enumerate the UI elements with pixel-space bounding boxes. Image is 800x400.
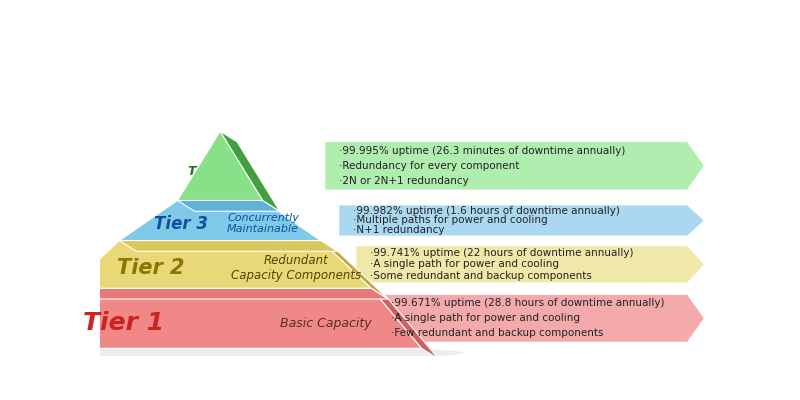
Text: ·99.741% uptime (22 hours of downtime annually): ·99.741% uptime (22 hours of downtime an… (370, 248, 634, 258)
Polygon shape (119, 240, 338, 251)
Polygon shape (69, 240, 371, 288)
Text: ·Few redundant and backup components: ·Few redundant and backup components (391, 328, 604, 338)
Polygon shape (178, 200, 280, 211)
Text: ·99.671% uptime (28.8 hours of downtime annually): ·99.671% uptime (28.8 hours of downtime … (391, 298, 665, 308)
Text: Fault
Tolerance: Fault Tolerance (208, 160, 258, 182)
Polygon shape (18, 288, 422, 348)
Text: ·N+1 redundancy: ·N+1 redundancy (353, 225, 444, 235)
Text: Tier 3: Tier 3 (154, 215, 208, 233)
Text: Concurrently
Maintainable: Concurrently Maintainable (227, 213, 299, 234)
Polygon shape (178, 131, 262, 200)
Polygon shape (356, 246, 705, 283)
Text: Tier 2: Tier 2 (117, 258, 185, 278)
Polygon shape (338, 205, 705, 236)
Text: ·99.982% uptime (1.6 hours of downtime annually): ·99.982% uptime (1.6 hours of downtime a… (353, 206, 619, 216)
Text: Basic Capacity: Basic Capacity (280, 316, 372, 330)
Text: ·2N or 2N+1 redundancy: ·2N or 2N+1 redundancy (338, 176, 469, 186)
Polygon shape (378, 294, 705, 342)
Ellipse shape (14, 346, 464, 360)
Text: Tier 1: Tier 1 (82, 311, 164, 335)
Polygon shape (262, 200, 338, 251)
Text: ·A single path for power and cooling: ·A single path for power and cooling (370, 259, 558, 269)
Polygon shape (325, 142, 705, 190)
Text: ·Redundancy for every component: ·Redundancy for every component (338, 161, 519, 171)
Text: Redundant
Capacity Components: Redundant Capacity Components (230, 254, 361, 282)
Text: ·Multiple paths for power and cooling: ·Multiple paths for power and cooling (353, 216, 547, 226)
Polygon shape (220, 131, 280, 211)
Polygon shape (321, 240, 388, 299)
Text: Tier 4: Tier 4 (188, 165, 229, 178)
Polygon shape (371, 288, 438, 359)
Text: ·99.995% uptime (26.3 minutes of downtime annually): ·99.995% uptime (26.3 minutes of downtim… (338, 146, 625, 156)
Text: ·A single path for power and cooling: ·A single path for power and cooling (391, 313, 581, 323)
Text: ·Some redundant and backup components: ·Some redundant and backup components (370, 271, 591, 281)
Polygon shape (119, 200, 321, 240)
Polygon shape (69, 288, 388, 299)
